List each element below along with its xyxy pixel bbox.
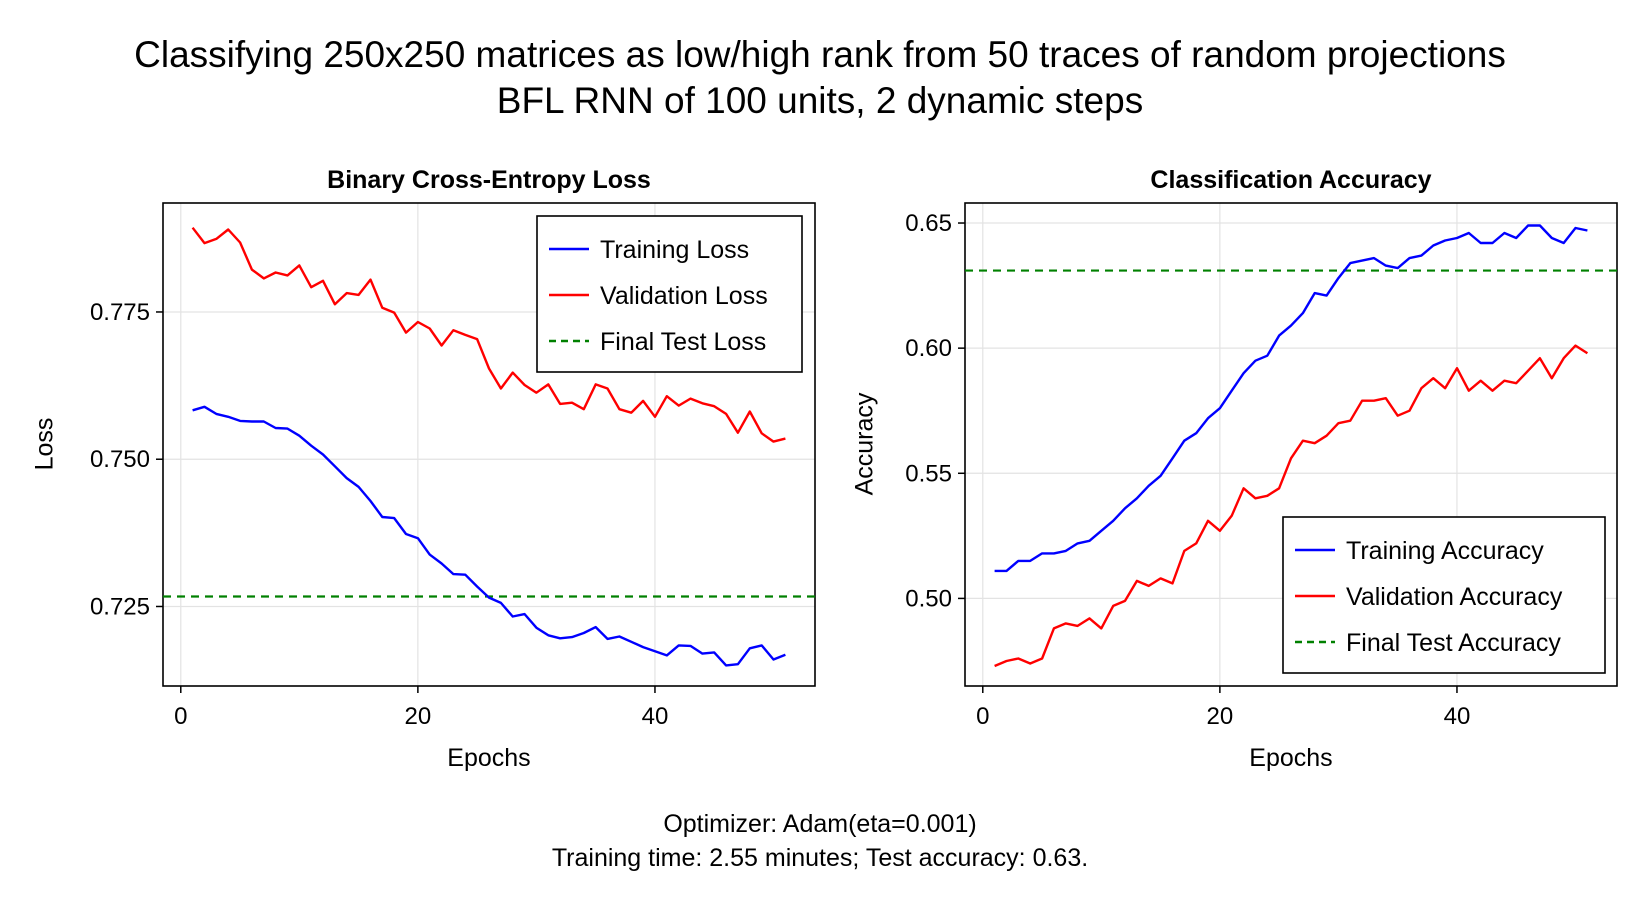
plot-frame	[162, 202, 816, 687]
x-tick-label: 0	[174, 703, 187, 730]
y-tick-label: 0.725	[90, 593, 150, 620]
x-axis-label: Epochs	[447, 744, 530, 772]
validation-series-line	[191, 226, 786, 443]
figure-title-line2: BFL RNN of 100 units, 2 dynamic steps	[496, 80, 1144, 121]
plot-frame	[964, 202, 1618, 687]
y-axis-label: Accuracy	[851, 392, 879, 495]
x-axis-label: Epochs	[1249, 744, 1332, 772]
footer-optimizer: Optimizer: Adam(eta=0.001)	[663, 810, 977, 838]
plot-data-area	[163, 226, 815, 667]
footer-training-summary: Training time: 2.55 minutes; Test accura…	[551, 844, 1089, 872]
training-series-line	[994, 224, 1588, 573]
chart-panel-1: 0 20 40 0.725 0.750 0.775 Epochs Loss Binary Cro…	[31, 166, 816, 772]
x-tick-label: 0	[976, 703, 989, 730]
y-tick-label: 0.775	[90, 299, 150, 326]
x-tick-label: 20	[405, 703, 432, 730]
validation-series-line	[994, 344, 1589, 668]
y-tick-label: 0.60	[905, 335, 952, 362]
legend-box	[1282, 516, 1606, 674]
chart-title: Binary Cross-Entropy Loss	[327, 166, 651, 194]
y-tick-label: 0.65	[905, 210, 952, 237]
legend-label: Final Test Loss	[600, 328, 766, 356]
figure-title-line1: Classifying 250x250 matrices as low/high…	[134, 34, 1506, 75]
legend: Training Accuracy Validation Accuracy Fina…	[1282, 516, 1606, 674]
legend-label: Training Accuracy	[1346, 537, 1544, 565]
x-tick-label: 40	[1444, 703, 1471, 730]
legend-label: Final Test Accuracy	[1346, 629, 1561, 657]
training-series-line	[192, 405, 786, 667]
chart-panel-2: 0 20 40 0.50 0.55 0.60 0.65 Epochs Accuracy Class…	[851, 166, 1618, 772]
x-tick-label: 40	[642, 703, 669, 730]
y-tick-label: 0.50	[905, 585, 952, 612]
y-tick-label: 0.55	[905, 460, 952, 487]
legend-label: Training Loss	[600, 236, 749, 264]
legend-label: Validation Loss	[600, 282, 768, 310]
plot-data-area	[965, 224, 1617, 668]
x-tick-label: 20	[1207, 703, 1234, 730]
legend: Training Loss Validation Loss Final Test L…	[536, 215, 803, 373]
y-tick-label: 0.750	[90, 446, 150, 473]
y-axis-label: Loss	[31, 418, 59, 471]
chart-title: Classification Accuracy	[1150, 166, 1431, 194]
legend-label: Validation Accuracy	[1346, 583, 1563, 611]
